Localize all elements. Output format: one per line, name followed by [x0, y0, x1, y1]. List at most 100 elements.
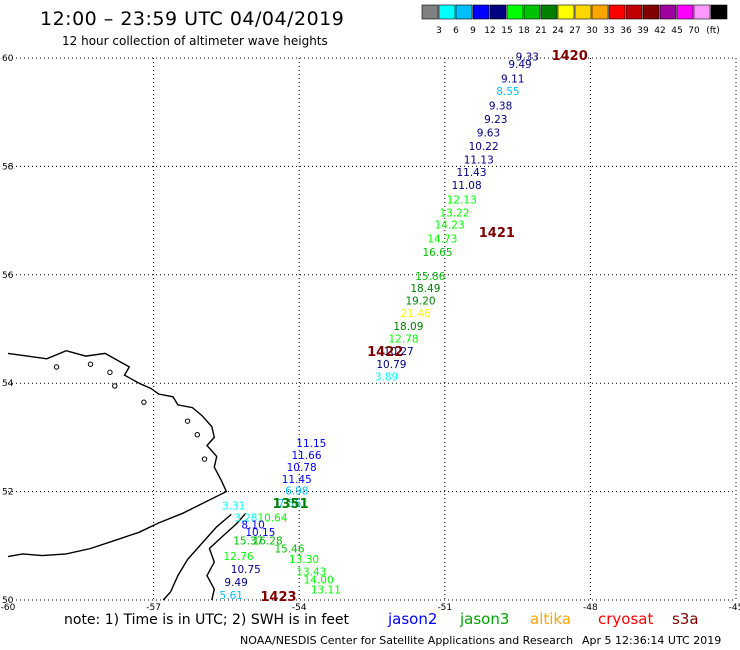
footer-credit: NOAA/NESDIS Center for Satellite Applica…	[240, 634, 574, 647]
wave-height-value: 9.11	[501, 73, 524, 85]
altimeter-map: -60-57-54-51-48-455052545658609.339.499.…	[1, 49, 740, 610]
wave-height-value: 15.37	[233, 536, 263, 548]
lon-tick-label: -51	[437, 603, 452, 610]
wave-height-value: 14.23	[435, 220, 465, 232]
wave-height-value: 9.49	[508, 59, 531, 71]
coastal-island	[194, 431, 200, 438]
wave-height-value: 21.46	[401, 308, 431, 320]
color-swatch	[540, 4, 558, 20]
wave-height-value: 3.28	[234, 512, 257, 524]
wave-height-value: 12.78	[389, 334, 419, 346]
coastline-newfoundland-east	[206, 512, 247, 601]
color-swatch	[625, 4, 643, 20]
color-swatch-label: 42	[654, 26, 665, 36]
legend-entry-jason3: jason3	[460, 610, 510, 628]
legend-entry-s3a: s3a	[672, 610, 699, 628]
wave-height-value: 11.08	[452, 180, 482, 192]
color-swatch-label: 6	[453, 26, 459, 36]
lat-tick-label: 50	[2, 596, 14, 606]
lon-tick-label: -60	[1, 603, 16, 610]
lat-tick-label: 58	[2, 162, 14, 172]
color-swatch-label: 24	[552, 26, 564, 36]
lon-tick-label: -48	[583, 603, 598, 610]
color-swatch	[710, 4, 728, 20]
wave-height-value: 11.13	[464, 155, 494, 167]
color-swatch	[676, 4, 694, 20]
color-swatch	[608, 4, 626, 20]
color-swatch-label: 45	[671, 26, 682, 36]
lon-tick-label: -54	[292, 603, 307, 610]
color-swatch-label: 33	[603, 26, 614, 36]
coastal-island	[107, 369, 113, 376]
wave-height-value: 16.28	[253, 536, 283, 548]
coastal-island	[87, 361, 94, 367]
wave-height-value: 18.49	[410, 283, 440, 295]
wave-height-value: 10.15	[245, 527, 275, 539]
color-swatch-label: 3	[436, 26, 442, 36]
wave-height-value: 9.23	[484, 114, 507, 126]
wave-height-value: 9.63	[477, 128, 500, 140]
color-swatch	[506, 4, 524, 20]
color-swatch-label: 21	[535, 26, 546, 36]
wave-height-value: 15.46	[274, 543, 304, 555]
pass-number-label: 1420	[552, 49, 588, 64]
wave-height-value: 12.76	[224, 551, 254, 563]
coastal-island	[112, 383, 118, 389]
color-swatch-label: 15	[501, 26, 512, 36]
lon-tick-label: -57	[146, 603, 161, 610]
wave-height-value: 13.43	[296, 567, 326, 579]
color-swatch	[472, 4, 490, 20]
color-swatch-label: 27	[569, 26, 580, 36]
footer-timestamp: Apr 5 12:36:14 UTC 2019	[582, 634, 722, 647]
color-swatch	[574, 4, 592, 20]
wave-height-value: 11.43	[456, 167, 486, 179]
color-scale-bar: 3 6 9 12 15 18 21 24 27 30 33 36 39 42 45 70 (ft)	[421, 4, 728, 36]
coastal-island	[53, 364, 60, 370]
wave-height-value: 14.73	[427, 233, 457, 245]
wave-height-value: 15.86	[415, 271, 445, 283]
legend-entry-cryosat: cryosat	[598, 610, 654, 628]
color-swatch-label: 9	[470, 26, 476, 36]
wave-height-value: 11.15	[296, 438, 326, 450]
lat-tick-label: 54	[2, 379, 14, 389]
color-swatch	[455, 4, 473, 20]
wave-height-value: 8.55	[496, 86, 519, 98]
color-swatch-label: 39	[637, 26, 649, 36]
lat-tick-label: 56	[2, 271, 14, 281]
wave-height-value: 9.33	[516, 52, 539, 64]
color-swatch	[659, 4, 677, 20]
wave-height-value: 12.13	[447, 194, 477, 206]
legend-entry-altika: altika	[530, 610, 572, 628]
pass-number-label: 1422	[367, 345, 403, 360]
color-unit-label: (ft)	[706, 26, 720, 36]
coastline-newfoundland-west	[162, 513, 232, 601]
wave-height-value: 9.38	[489, 100, 512, 112]
color-swatch	[557, 4, 575, 20]
color-swatch-label: 36	[620, 26, 632, 36]
wave-height-value: 10.27	[384, 346, 414, 358]
wave-height-value: 13.22	[439, 207, 469, 219]
wave-height-value: 13.11	[311, 584, 341, 596]
wave-height-value: 5.61	[220, 590, 243, 602]
color-swatch-label: 30	[586, 26, 598, 36]
color-swatch	[642, 4, 660, 20]
wave-height-value: 13.30	[289, 554, 319, 566]
map-title: 12:00 – 23:59 UTC 04/04/2019	[40, 8, 345, 30]
color-swatch	[438, 4, 456, 20]
pass-number-label: 1351	[273, 497, 309, 512]
lat-tick-label: 52	[2, 488, 13, 498]
coastal-island	[141, 399, 147, 405]
wave-height-value: 11.66	[291, 450, 321, 462]
wave-height-value: 19.20	[406, 296, 436, 308]
color-swatch	[421, 4, 439, 20]
coastal-island	[184, 418, 191, 424]
wave-height-value: 10.79	[376, 359, 406, 371]
wave-height-value: 11.45	[282, 474, 312, 486]
wave-height-value: 10.64	[257, 512, 287, 524]
pass-number-label: 1421	[479, 226, 515, 241]
wave-height-value: 3.31	[222, 500, 245, 512]
lon-tick-label: -45	[729, 603, 740, 610]
color-swatch-label: 18	[518, 26, 530, 36]
color-swatch-label: 70	[688, 26, 700, 36]
